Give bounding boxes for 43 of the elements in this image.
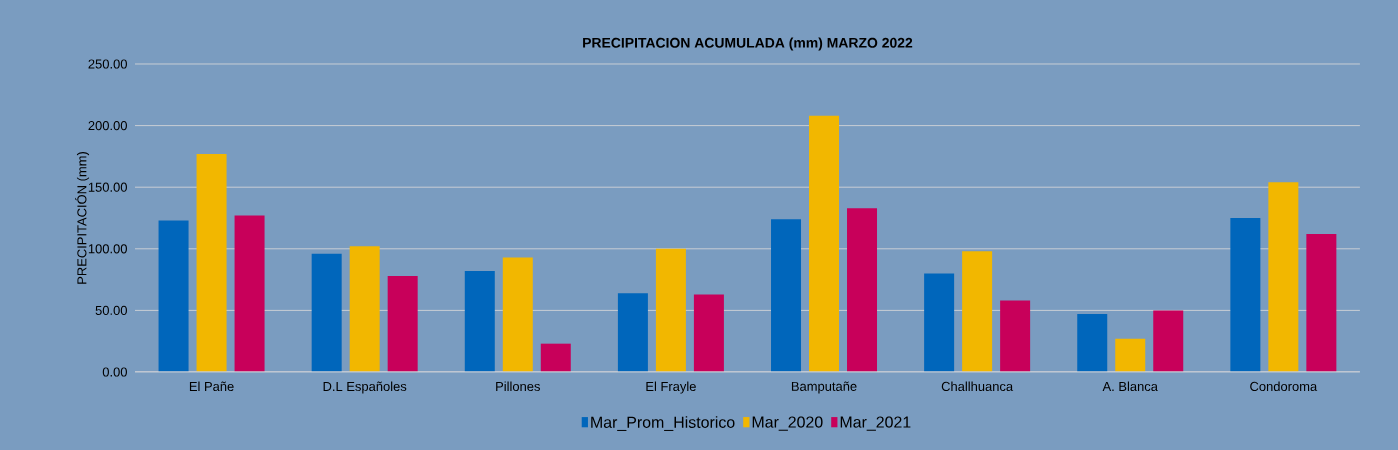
bar xyxy=(349,246,380,372)
y-tick-label: 50.00 xyxy=(95,305,127,315)
bar xyxy=(847,208,878,372)
bar xyxy=(655,248,686,372)
bar xyxy=(809,115,840,372)
bar xyxy=(1077,314,1108,372)
bar xyxy=(387,275,418,372)
bar xyxy=(311,253,342,372)
bar xyxy=(962,251,993,372)
x-tick-label: D.L Españoles xyxy=(323,381,407,394)
y-tick-label: 150.00 xyxy=(88,182,127,192)
y-tick-label: 0.00 xyxy=(102,367,127,377)
bar xyxy=(540,343,571,372)
y-axis-title: PRECIPITACIÓN (mm) xyxy=(75,152,90,284)
bar xyxy=(924,273,955,372)
bar xyxy=(1153,310,1184,372)
bar xyxy=(771,219,802,372)
x-tick-label: Condoroma xyxy=(1250,381,1318,392)
bar xyxy=(502,257,533,372)
legend-label: Mar_2020 xyxy=(752,416,823,431)
bar xyxy=(196,153,227,372)
legend-label: Mar_2021 xyxy=(840,416,911,431)
bar xyxy=(1306,234,1337,372)
x-tick-label: Challhuanca xyxy=(941,381,1014,392)
bar xyxy=(1230,218,1261,372)
x-tick-label: El Frayle xyxy=(646,381,696,394)
y-tick-label: 200.00 xyxy=(88,121,127,131)
bar xyxy=(1115,338,1146,372)
bar xyxy=(1268,182,1299,372)
bar xyxy=(1000,300,1031,372)
x-tick-label: Bamputañe xyxy=(791,381,857,394)
x-tick-label: A. Blanca xyxy=(1102,381,1158,392)
bar xyxy=(158,220,189,372)
x-tick-label: El Pañe xyxy=(189,381,234,392)
y-tick-label: 250.00 xyxy=(88,59,127,69)
bar xyxy=(617,293,648,372)
y-tick-label: 100.00 xyxy=(88,244,127,254)
bar xyxy=(234,215,265,372)
x-tick-label: Pillones xyxy=(496,381,540,392)
bar xyxy=(464,270,495,372)
bar xyxy=(693,294,724,372)
legend-label: Mar_Prom_Historico xyxy=(591,416,735,431)
chart-title: PRECIPITACION ACUMULADA (mm) MARZO 2022 xyxy=(583,37,913,51)
